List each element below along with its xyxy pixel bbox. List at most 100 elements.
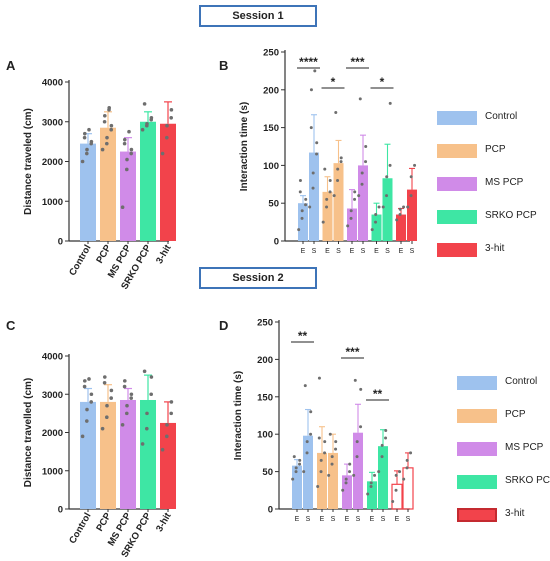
data-point-A [145,121,149,126]
x-tick-label-B: S [312,248,317,255]
y-tick-label-C: 4000 [42,352,63,363]
data-point-A [109,123,114,128]
data-point-D [384,428,388,432]
data-point-D [341,488,345,492]
data-point-C [82,384,87,389]
data-point-D [330,455,334,459]
data-point-B [353,190,357,194]
data-point-C [83,379,87,383]
x-tick-label-A: 3-hit [154,242,174,266]
x-tick-label-D: E [395,516,400,523]
panel-letter-b: B [219,58,229,73]
y-axis-title-A: Distance traveled (cm) [23,108,34,215]
data-point-D [317,376,321,380]
legend-label: 3-hit [485,243,505,254]
data-point-A [80,159,85,164]
data-point-C [142,369,147,374]
legend-item-control: Control [437,108,550,128]
legend-label: PCP [505,409,526,420]
bar-A-MS-PCP [120,151,136,241]
data-point-B [402,205,406,209]
data-point-D [394,473,398,477]
data-point-B [308,205,312,209]
bar-B-Control-E [298,203,308,241]
data-point-B [328,190,332,194]
bar-B-MS-PCP-S [358,165,368,241]
legend-item-3-hit: 3-hit [457,505,550,525]
data-point-A [125,157,129,162]
x-tick-label-B: E [301,248,306,255]
legend-label: MS PCP [505,442,544,453]
bar-B-3-hit-E [396,214,406,241]
data-point-C [89,400,93,404]
data-point-D [380,455,384,459]
session-1-title: Session 1 [199,5,317,27]
data-point-D [359,425,363,429]
session-2-title: Session 2 [199,267,317,289]
data-point-D [305,451,309,455]
y-tick-label-B: 200 [263,85,279,96]
data-point-B [325,197,329,201]
data-point-A [140,127,145,132]
data-point-D [353,378,357,382]
session-1-label: Session 1 [232,10,284,22]
data-point-A [129,147,134,152]
data-point-A [87,127,91,132]
x-tick-label-B: S [385,248,390,255]
data-point-B [297,228,301,232]
data-point-D [330,462,334,466]
data-point-B [398,207,402,211]
data-point-D [309,410,313,414]
data-point-C [109,388,114,393]
data-point-A [100,147,105,152]
data-point-A [127,129,131,134]
data-point-D [291,477,295,481]
x-tick-label-D: S [406,516,411,523]
data-point-D [309,432,313,436]
significance-stars-B: *** [350,55,364,69]
bar-D-MS-PCP-S [353,432,363,509]
y-tick-label-C: 2000 [42,428,63,439]
y-tick-label-D: 0 [268,505,273,516]
data-point-C [100,426,105,431]
y-tick-label-B: 50 [268,199,279,210]
data-point-B [339,156,343,160]
data-point-D [366,492,370,496]
legend-swatch [437,243,477,257]
y-tick-label-B: 150 [263,123,279,134]
data-point-B [374,213,378,217]
legend-item-srko-pcp: SRKO PCP [437,207,550,227]
x-tick-label-A: PCP [94,242,114,265]
data-point-D [317,436,321,440]
data-point-B [300,209,304,213]
data-point-C [102,380,107,385]
y-tick-label-A: 1000 [42,197,63,208]
data-point-C [129,392,134,397]
legend-label: MS PCP [485,177,524,188]
significance-stars-B: * [380,75,385,89]
x-tick-label-B: E [374,248,379,255]
data-point-D [316,485,320,489]
bar-A-Control [80,143,96,241]
x-tick-label-B: E [350,248,355,255]
significance-stars-D: ** [373,387,383,401]
x-tick-label-B: S [410,248,415,255]
bar-B-PCP-S [333,163,344,241]
legend-swatch [437,210,477,224]
data-point-A [105,141,109,146]
data-point-B [339,160,343,164]
data-point-D [294,470,298,474]
data-point-C [120,423,125,427]
data-point-B [349,216,353,220]
x-tick-label-D: S [331,516,336,523]
legend-item-pcp: PCP [457,406,550,426]
legend-item-control: Control [457,373,550,393]
data-point-D [344,477,348,481]
x-tick-label-D: E [370,516,375,523]
data-point-D [323,451,327,455]
data-point-C [103,375,107,379]
data-point-D [323,440,327,444]
data-point-C [122,384,127,389]
bar-B-PCP-E [322,191,333,241]
